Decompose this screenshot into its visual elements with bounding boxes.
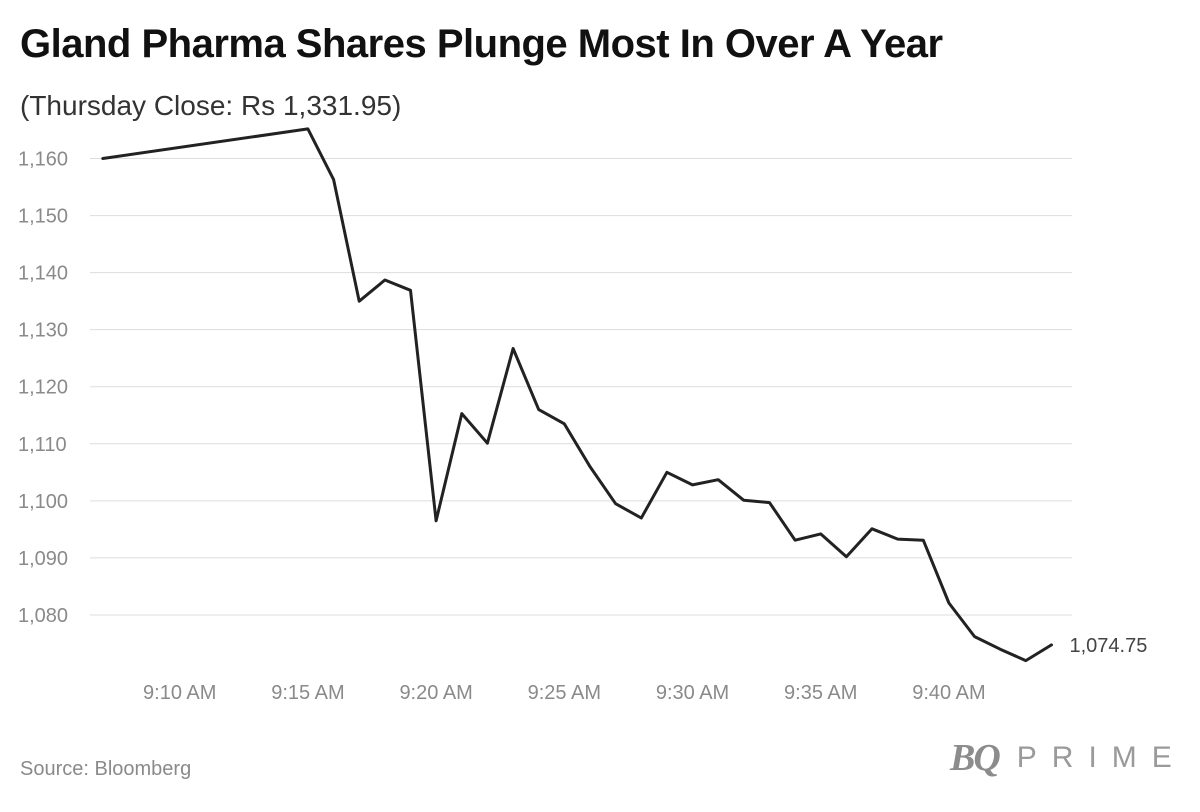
y-tick-label: 1,130 [18,320,68,342]
brand-mark: BQ [950,737,1001,779]
x-tick-label: 9:10 AM [143,682,216,704]
x-tick-label: 9:40 AM [912,682,985,704]
line-chart: 1,080 1,090 1,100 1,110 1,120 1,130 1,140 1,150… [18,127,1147,704]
y-tick-label: 1,150 [18,206,68,228]
bq-prime-logo: BQ PRIME [950,733,1187,783]
x-tick-label: 9:25 AM [528,682,601,704]
price-line [101,127,1053,663]
x-tick-label: 9:20 AM [399,682,472,704]
x-tick-label: 9:35 AM [784,682,857,704]
x-tick-label: 9:15 AM [271,682,344,704]
brand-word: PRIME [1016,741,1187,774]
chart-title: Gland Pharma Shares Plunge Most In Over … [20,22,943,66]
y-tick-label: 1,090 [18,548,68,570]
y-tick-label: 1,080 [18,605,68,627]
y-tick-label: 1,160 [18,149,68,171]
y-tick-label: 1,100 [18,491,68,513]
y-tick-label: 1,140 [18,263,68,285]
end-value-label: 1,074.75 [1069,635,1147,657]
chart-subtitle: (Thursday Close: Rs 1,331.95) [20,90,402,121]
source-note: Source: Bloomberg [20,758,192,780]
y-tick-label: 1,110 [18,434,67,456]
x-tick-label: 9:30 AM [656,682,729,704]
y-tick-label: 1,120 [18,377,68,399]
